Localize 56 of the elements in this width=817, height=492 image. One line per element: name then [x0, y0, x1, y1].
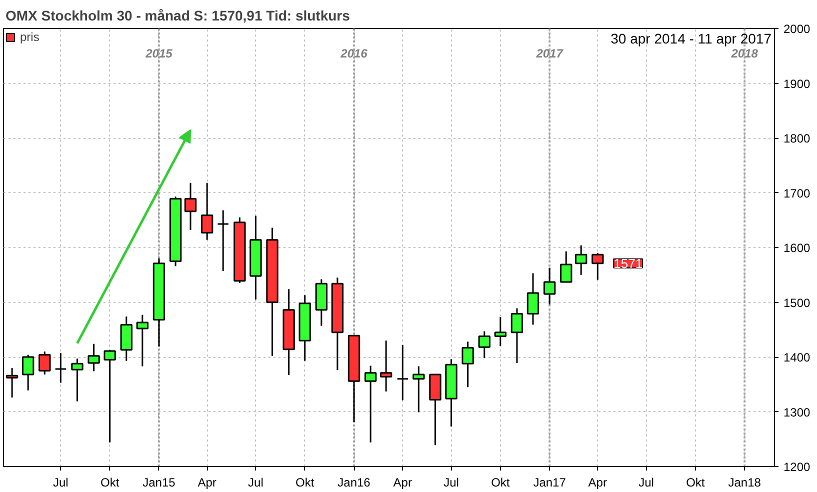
- chart-title: OMX Stockholm 30 - månad S: 1570,91 Tid: slutkurs: [6, 8, 350, 24]
- x-tick-label: Apr: [198, 476, 216, 490]
- x-tick-label: Okt: [491, 476, 510, 490]
- candlestick: [88, 343, 100, 372]
- candlestick: [560, 250, 572, 283]
- candlestick: [526, 272, 540, 326]
- candlestick: [412, 366, 425, 414]
- y-tick-label: 1900: [784, 76, 811, 91]
- x-tick-label: Okt: [296, 476, 315, 490]
- x-tick-label: Okt: [100, 476, 120, 490]
- candlestick: [543, 267, 556, 306]
- candlestick: [136, 314, 149, 368]
- candlestick: [510, 308, 524, 364]
- y-tick-label: 2000: [784, 22, 811, 36]
- candlestick: [200, 182, 214, 241]
- candlestick: [38, 350, 51, 376]
- candlestick: [184, 182, 197, 231]
- candlestick: [592, 252, 604, 281]
- y-tick-label: 1400: [784, 350, 811, 364]
- x2-tick-label: 2017: [535, 46, 564, 60]
- y-tick-label: 1200: [784, 460, 811, 474]
- candlestick: [6, 367, 18, 398]
- candlestick: [71, 358, 84, 402]
- candlestick: [217, 210, 230, 272]
- candlestick: [22, 354, 34, 392]
- y-tick-label: 1600: [784, 241, 811, 255]
- annotation: 30 apr 2014 - 11 apr 2017: [610, 30, 772, 46]
- x-tick-label: Jan17: [533, 476, 566, 490]
- candlestick: [104, 349, 116, 444]
- candlestick: [574, 244, 588, 276]
- x-tick-label: Okt: [686, 476, 706, 490]
- x2-tick-label: 2016: [340, 46, 368, 60]
- x-tick-label: Apr: [393, 476, 412, 490]
- candlestick: [478, 330, 490, 359]
- x-tick-label: Apr: [588, 476, 607, 490]
- x-tick-label: Jan18: [728, 476, 762, 490]
- legend-label: pris: [20, 30, 40, 44]
- x2-tick-label: 2015: [144, 46, 173, 60]
- candlestick: [54, 352, 67, 384]
- annotation: 1571: [614, 256, 643, 271]
- candlestick: [494, 316, 506, 347]
- candlestick: [396, 344, 409, 402]
- x-tick-label: Jul: [444, 476, 459, 490]
- x-tick-label: Jan15: [142, 476, 176, 490]
- y-tick-label: 1800: [784, 132, 811, 146]
- y-tick-label: 1700: [784, 186, 811, 200]
- y-tick-label: 1500: [784, 296, 811, 310]
- candlestick: [462, 340, 474, 388]
- candlestick: [364, 365, 377, 444]
- y-tick-label: 1300: [784, 405, 811, 420]
- x2-tick-label: 2018: [730, 46, 758, 60]
- x-tick-label: Jul: [638, 476, 654, 490]
- x-tick-label: Jul: [53, 476, 68, 490]
- candlestick: [380, 340, 392, 392]
- x-tick-label: Jan16: [338, 476, 371, 490]
- x-tick-label: Jul: [248, 476, 264, 490]
